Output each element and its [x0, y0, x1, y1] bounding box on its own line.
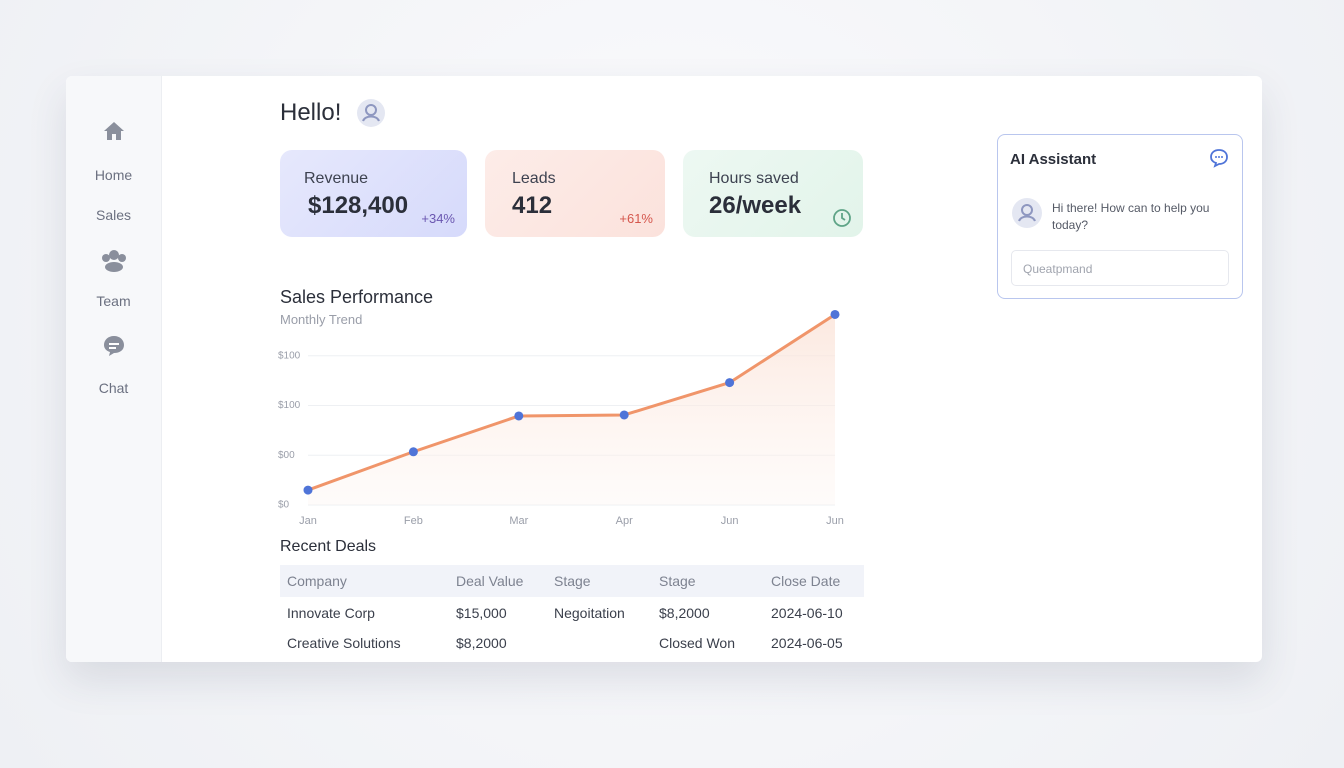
- team-icon: [102, 250, 126, 272]
- nav-item[interactable]: Sales: [95, 207, 132, 223]
- table-header-cell: Close Date: [771, 573, 841, 589]
- assistant-panel: AI Assistant Hi there! How can to help y…: [997, 134, 1243, 299]
- point: [619, 410, 629, 420]
- chart: $0 $00 $100 $100 Jan Feb Mar Apr Jun Jun: [278, 309, 844, 527]
- nav-item[interactable]: Home: [94, 167, 133, 183]
- x-tick-label: Jun: [721, 515, 739, 527]
- assistant-message: Hi there! How can to help you today?: [1052, 201, 1210, 232]
- input-placeholder: Queatpmand: [1023, 262, 1093, 276]
- x-tick-label: Mar: [509, 515, 528, 527]
- line: [307, 313, 836, 492]
- home-icon: [104, 122, 124, 140]
- y-tick-label: $100: [278, 400, 301, 411]
- kpi-card[interactable]: Hours saved 26/week: [683, 150, 863, 237]
- greeting: Hello!: [280, 99, 342, 126]
- table-title: Recent Deals: [280, 538, 377, 555]
- table-header: [280, 565, 864, 597]
- table-cell: Innovate Corp: [287, 605, 375, 621]
- chat-icon[interactable]: [1209, 148, 1229, 168]
- y-tick-label: $00: [278, 450, 295, 461]
- nav-item[interactable]: Chat: [98, 380, 129, 396]
- point: [303, 485, 313, 495]
- clock-icon: [833, 209, 851, 227]
- kpi-value: $128,400: [308, 192, 409, 219]
- table-cell: $15,000: [456, 605, 507, 621]
- table-cell: Creative Solutions: [287, 635, 401, 651]
- table-cell: 2024-06-10: [771, 605, 843, 621]
- point: [514, 411, 524, 421]
- table-header-cell: Stage: [554, 573, 591, 589]
- kpi-label: Revenue: [304, 170, 369, 187]
- avatar[interactable]: [357, 99, 385, 127]
- x-tick-label: Jun: [826, 515, 844, 527]
- kpi-card[interactable]: Revenue $128,400 +34%: [280, 150, 467, 237]
- sidebar: Home Sales Team Chat: [66, 76, 162, 662]
- table-cell: $8,2000: [659, 605, 710, 621]
- kpi-change: +61%: [619, 211, 653, 226]
- kpi-label: Hours saved: [709, 170, 799, 187]
- point: [408, 447, 418, 457]
- x-tick-label: Feb: [404, 515, 423, 527]
- table-header-cell: Deal Value: [456, 573, 524, 589]
- assistant-input[interactable]: Queatpmand: [1011, 250, 1229, 286]
- assistant-title: AI Assistant: [1010, 151, 1097, 168]
- x-tick-label: Apr: [616, 515, 633, 527]
- assistant-avatar: [1012, 198, 1042, 228]
- table-cell: Negoitation: [554, 605, 625, 621]
- kpi-value: 412: [512, 192, 553, 219]
- table-cell: $8,2000: [456, 635, 507, 651]
- point: [830, 309, 840, 319]
- kpi-change: +34%: [421, 211, 455, 226]
- area: [308, 314, 835, 505]
- table-header-cell: Stage: [659, 573, 696, 589]
- chat-icon: [104, 336, 124, 356]
- point: [725, 378, 735, 388]
- kpi-value: 26/week: [709, 192, 802, 219]
- kpi-card[interactable]: Leads 412 +61%: [485, 150, 665, 237]
- table-cell: Closed Won: [659, 635, 736, 651]
- x-tick-label: Jan: [299, 515, 317, 527]
- y-tick-label: $0: [278, 500, 290, 511]
- table-cell: 2024-06-05: [771, 635, 843, 651]
- kpi-label: Leads: [512, 170, 556, 187]
- chart-title: Sales Performance: [280, 287, 434, 307]
- y-tick-label: $100: [278, 350, 301, 361]
- chart-subtitle: Monthly Trend: [280, 312, 363, 327]
- table-header-cell: Company: [287, 573, 347, 589]
- nav-item[interactable]: Team: [96, 293, 131, 309]
